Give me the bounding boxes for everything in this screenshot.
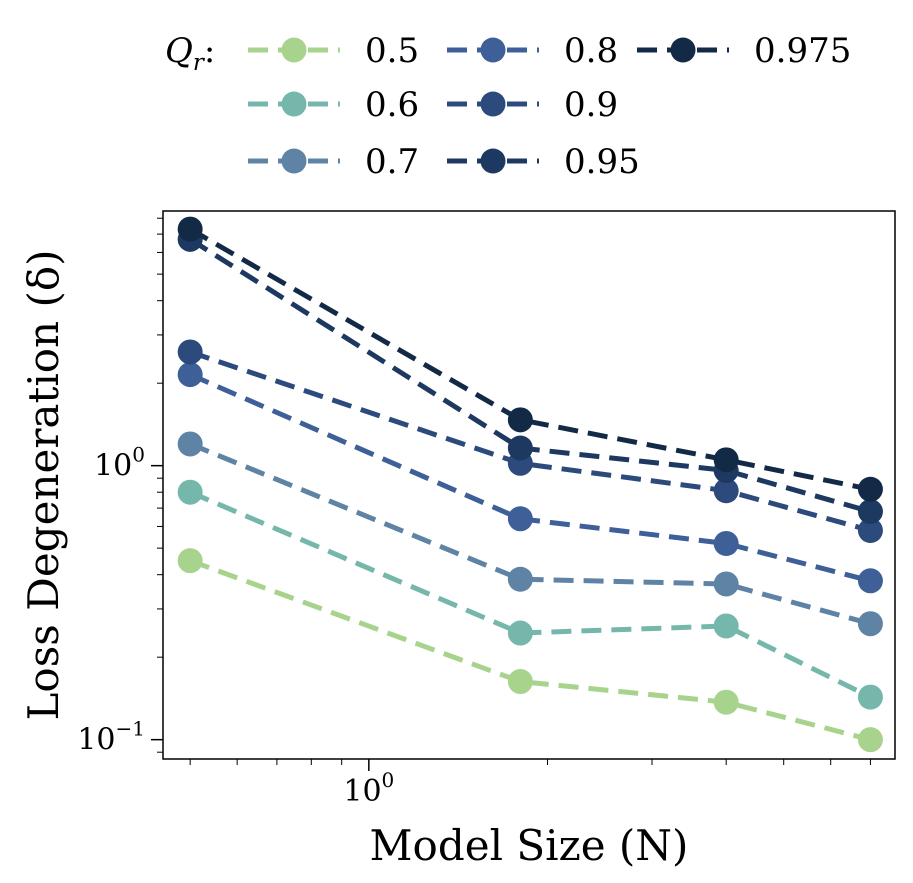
series-1 — [177, 479, 883, 710]
legend-marker — [480, 37, 506, 63]
series-layer — [177, 216, 883, 753]
y-axis-label: Loss Degeneration (δ) — [19, 250, 68, 721]
data-point — [177, 479, 203, 505]
x-tick-label: 100 — [343, 768, 394, 809]
plot-area — [162, 210, 896, 760]
legend-label: 0.95 — [564, 142, 640, 182]
data-point — [177, 362, 203, 388]
legend-entry: 0.5 — [248, 31, 419, 71]
data-point — [507, 407, 533, 433]
data-point — [857, 611, 883, 637]
legend-entry: 0.7 — [248, 142, 419, 182]
data-point — [857, 568, 883, 594]
legend-marker — [670, 37, 696, 63]
series-line — [189, 349, 872, 533]
series-2 — [177, 431, 883, 637]
data-point — [713, 447, 739, 473]
legend-label: 0.7 — [365, 142, 419, 182]
legend-label: 0.8 — [564, 31, 618, 71]
data-point — [713, 530, 739, 556]
series-line — [188, 226, 871, 492]
data-point — [177, 339, 203, 365]
series-line — [189, 489, 872, 700]
data-point — [713, 571, 739, 597]
legend-entry: 0.6 — [248, 85, 419, 125]
data-point — [177, 216, 203, 242]
legend-entry: 0.975 — [637, 31, 851, 71]
data-point — [857, 517, 883, 543]
x-axis-label: Model Size (N) — [370, 821, 689, 870]
data-point — [857, 727, 883, 753]
data-point — [507, 669, 533, 695]
series-3 — [177, 362, 883, 594]
data-point — [507, 620, 533, 646]
legend-label: 0.9 — [564, 85, 618, 125]
y-tick-label: 10−1 — [77, 717, 145, 758]
series-line — [189, 372, 872, 584]
series-line — [189, 558, 872, 743]
series-line — [188, 237, 872, 515]
data-point — [507, 566, 533, 592]
legend-marker — [480, 91, 506, 117]
series-6 — [177, 216, 883, 502]
legend-entry: 0.9 — [447, 85, 618, 125]
legend-label: 0.5 — [365, 31, 419, 71]
legend-marker — [281, 37, 307, 63]
legend-entry: 0.8 — [447, 31, 618, 71]
legend-entry: 0.95 — [447, 142, 640, 182]
data-point — [177, 548, 203, 574]
data-point — [857, 476, 883, 502]
data-point — [507, 506, 533, 532]
data-point — [713, 613, 739, 639]
legend: Qr: 0.5 0.6 0.7 0.8 0.9 0.95 0.975 — [165, 31, 851, 182]
data-point — [857, 499, 883, 525]
legend-marker — [281, 91, 307, 117]
data-point — [713, 689, 739, 715]
data-point — [713, 478, 739, 504]
axis-ticks: 100 100 10−1 — [77, 217, 871, 809]
legend-marker — [281, 148, 307, 174]
series-5 — [177, 226, 883, 525]
series-0 — [177, 548, 883, 753]
legend-marker — [480, 148, 506, 174]
data-point — [507, 435, 533, 461]
data-point — [857, 684, 883, 710]
data-point — [177, 431, 203, 457]
legend-label: 0.975 — [754, 31, 851, 71]
legend-label: 0.6 — [365, 85, 419, 125]
legend-title: Qr: — [165, 31, 215, 76]
y-tick-label: 100 — [94, 443, 145, 484]
series-line — [189, 441, 872, 627]
